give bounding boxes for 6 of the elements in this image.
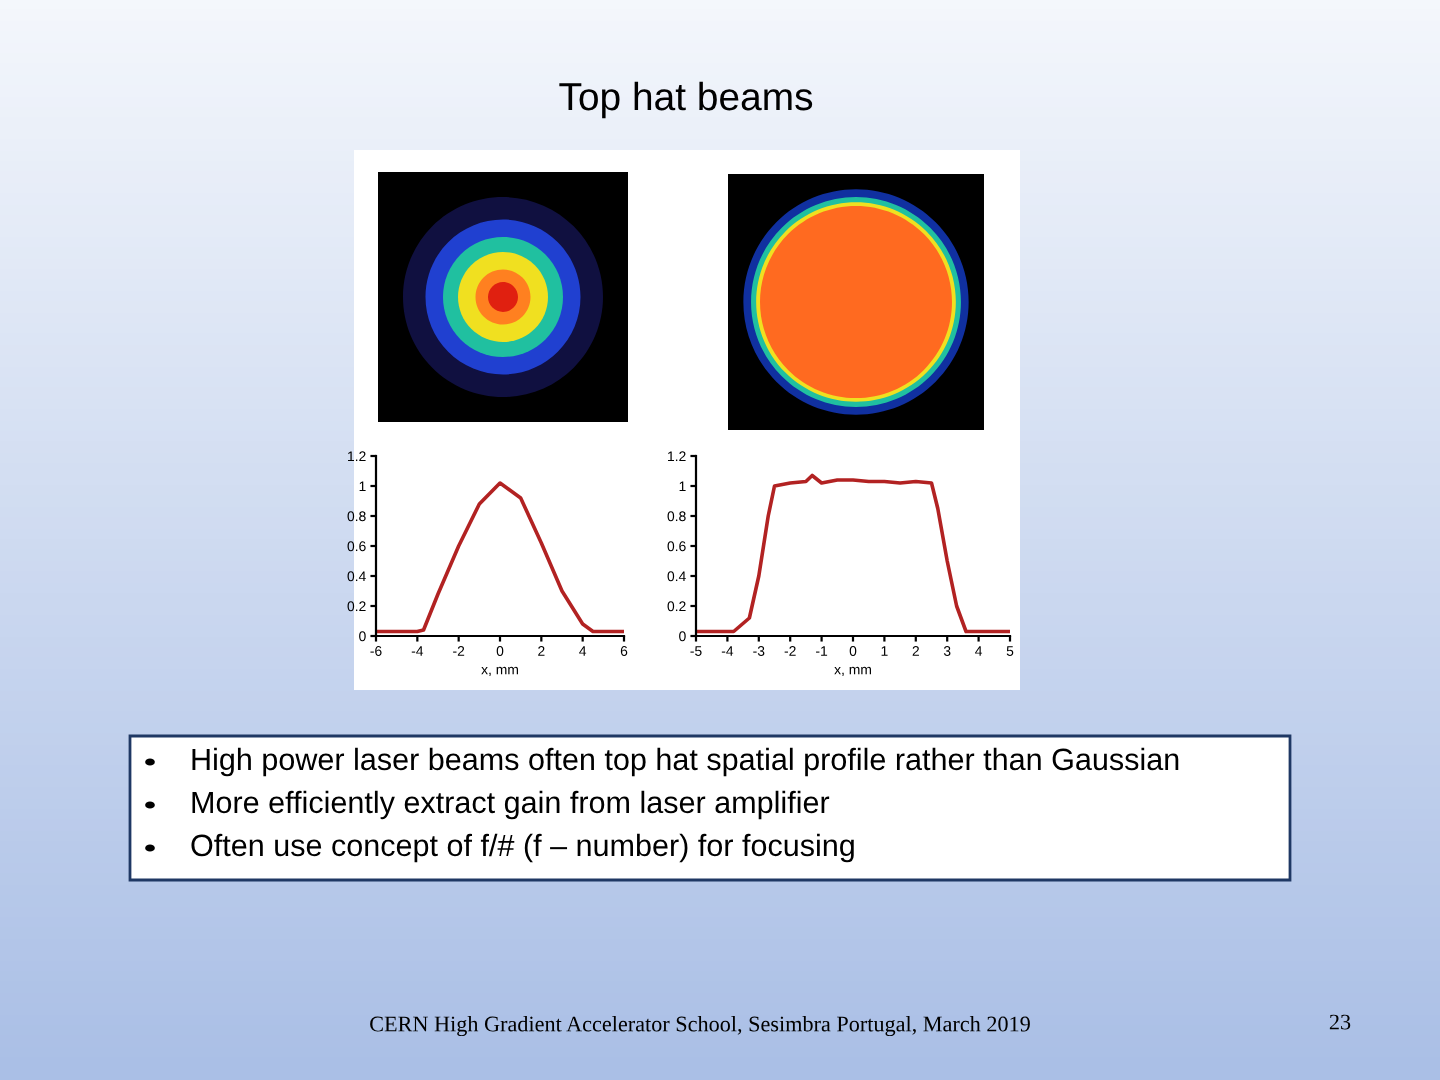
chart-title: Top hat beams xyxy=(559,81,813,119)
text: Often use concept of f/# (f – number) for focusing xyxy=(191,833,854,863)
text: 23 xyxy=(1329,1014,1351,1030)
text: CERN High Gradient Accelerator School, Sesimbra Portugal, March 2019 xyxy=(370,1015,1030,1037)
text: More efficiently extract gain from laser amplifier xyxy=(192,790,830,820)
text: High power laser beams often top hat spatial profile rather than Gaussian xyxy=(192,747,1179,777)
